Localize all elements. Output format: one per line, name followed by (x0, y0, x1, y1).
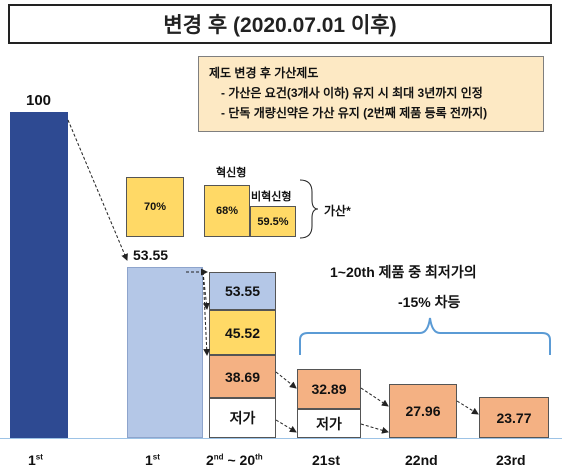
note-line-1: - 가산은 요건(3개사 이하) 유지 시 최대 3년까지 인정 (221, 86, 483, 100)
stack-seg-4552: 45.52 (209, 310, 276, 355)
premium-68-box: 68% (204, 185, 250, 237)
bar-2796: 27.96 (389, 384, 457, 438)
connector-1 (67, 119, 128, 261)
title-box: 변경 후 (2020.07.01 이후) (8, 4, 552, 44)
x-label-3: 2nd ~ 20th (206, 452, 263, 468)
stack-seg-3289: 32.89 (297, 369, 361, 409)
group-note-line-1: 1~20th 제품 중 최저가의 (330, 264, 477, 280)
x-label-1: 1st (28, 452, 43, 468)
premium-595-box: 59.5% (250, 206, 296, 237)
stack-seg-low-2: 저가 (297, 409, 361, 438)
baseline (0, 438, 562, 439)
bar-2377: 23.77 (479, 397, 549, 438)
bar-label-100: 100 (26, 92, 52, 109)
premium-70-box: 70% (126, 177, 184, 237)
premium-bracket (299, 179, 319, 239)
note-line-2: - 단독 개량신약은 가산 유지 (2번째 제품 등록 전까지) (221, 106, 488, 120)
note-box: 제도 변경 후 가산제도 - 가산은 요건(3개사 이하) 유지 시 최대 3년… (198, 56, 544, 132)
connector-8 (360, 423, 389, 434)
note-heading: 제도 변경 후 가산제도 (209, 66, 319, 80)
connector-6 (275, 419, 297, 433)
bar-original (10, 112, 68, 438)
stack-seg-3869: 38.69 (209, 355, 276, 398)
bar-label-5355: 53.55 (133, 247, 169, 263)
connector-4 (202, 271, 211, 356)
x-label-4: 21st (312, 452, 341, 468)
innovative-label: 혁신형 (216, 167, 247, 179)
bracket-label: 가산* (324, 204, 351, 218)
connector-7 (360, 387, 389, 407)
connector-9 (456, 400, 479, 415)
stack-seg-5355: 53.55 (209, 272, 276, 310)
bar-first-generic (127, 267, 203, 438)
x-label-5: 22nd (405, 452, 438, 468)
x-label-6: 23rd (496, 452, 526, 468)
stack-seg-low-1: 저가 (209, 398, 276, 438)
chart-title: 변경 후 (2020.07.01 이후) (163, 14, 397, 37)
non-innovative-label: 비혁신형 (251, 191, 292, 203)
group-note-line-2: -15% 차등 (398, 294, 461, 310)
connector-5 (275, 371, 297, 389)
group-bracket (299, 317, 551, 355)
x-label-2: 1st (145, 452, 160, 468)
